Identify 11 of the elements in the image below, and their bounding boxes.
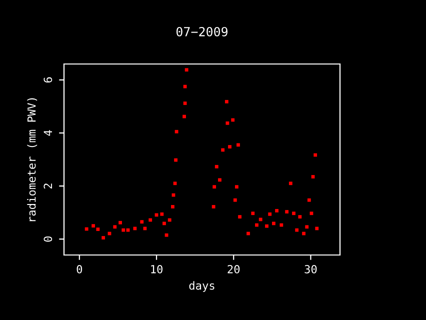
y-tick-label: 4 (44, 130, 52, 136)
x-tick-label: 20 (228, 264, 240, 274)
chart-title: 07−2009 (176, 26, 228, 36)
x-tick-label: 30 (304, 264, 317, 274)
y-tick-label: 2 (44, 184, 52, 189)
y-axis-title: radiometer (mm PWV) (27, 98, 38, 222)
x-tick-label: 0 (76, 264, 82, 274)
y-tick-label: 6 (44, 77, 52, 83)
y-tick-label: 0 (44, 236, 52, 242)
x-axis-title: days (189, 281, 214, 292)
x-tick-label: 10 (151, 264, 162, 274)
